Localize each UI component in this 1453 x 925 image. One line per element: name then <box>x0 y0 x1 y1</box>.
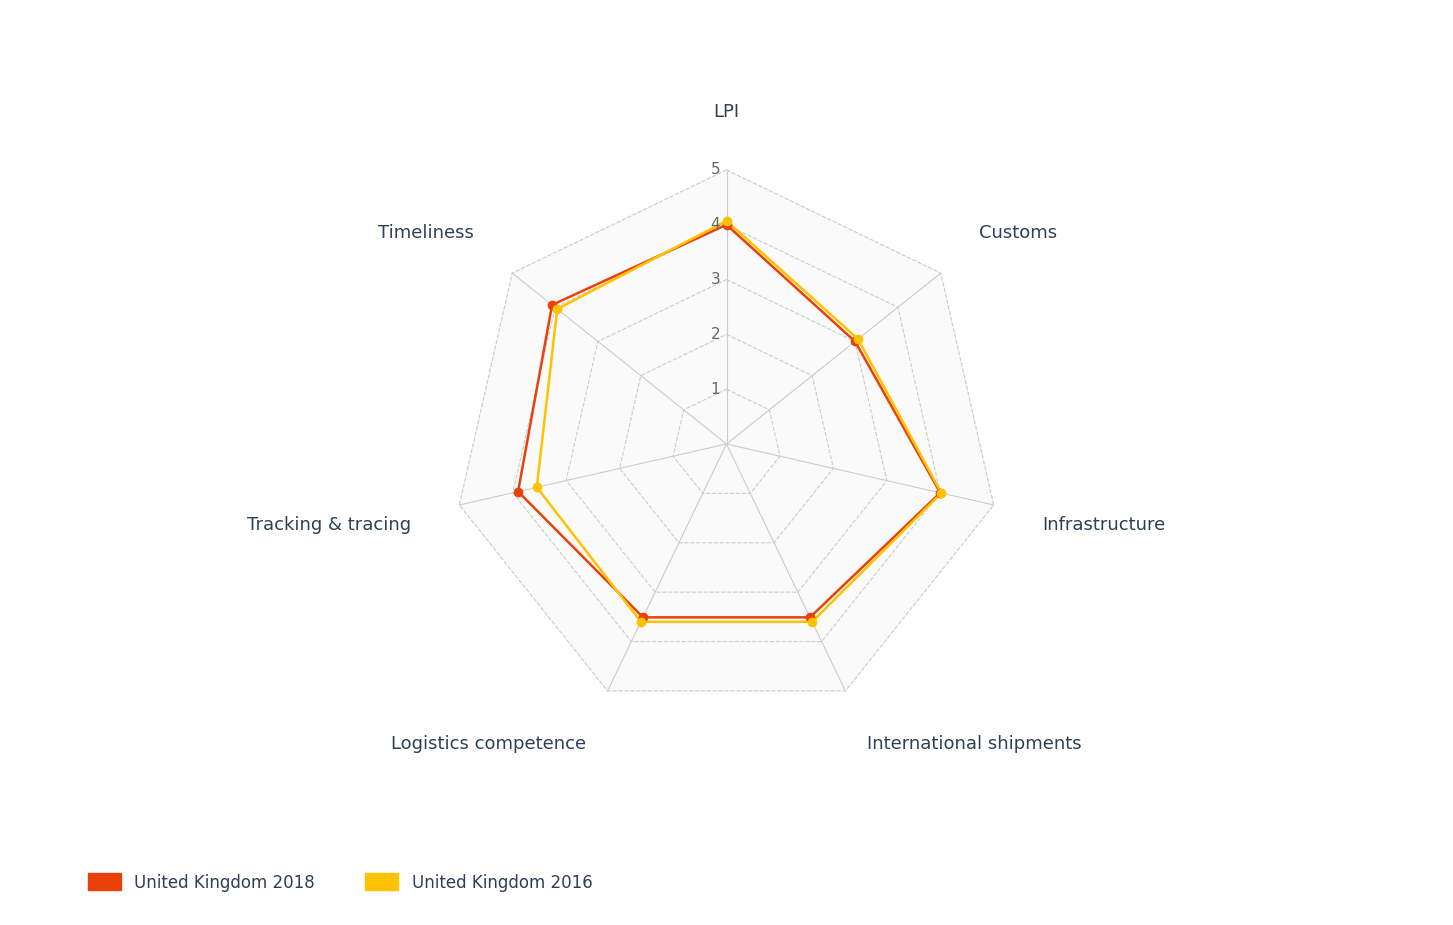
Text: 5: 5 <box>711 163 721 178</box>
Text: Timeliness: Timeliness <box>378 225 474 242</box>
Point <box>715 214 738 228</box>
Point <box>541 298 564 313</box>
Text: 3: 3 <box>711 272 721 287</box>
Text: Logistics competence: Logistics competence <box>391 735 586 753</box>
Point <box>801 614 824 629</box>
Text: 4: 4 <box>711 217 721 232</box>
Text: Infrastructure: Infrastructure <box>1042 516 1165 534</box>
Text: Customs: Customs <box>979 225 1058 242</box>
Point <box>847 332 870 347</box>
Text: 1: 1 <box>711 382 721 397</box>
Text: 2: 2 <box>711 327 721 342</box>
Legend: United Kingdom 2018, United Kingdom 2016: United Kingdom 2018, United Kingdom 2016 <box>81 867 599 898</box>
Point <box>629 614 652 629</box>
Polygon shape <box>459 170 994 691</box>
Point <box>930 486 953 500</box>
Point <box>507 484 530 499</box>
Point <box>798 610 821 624</box>
Point <box>545 302 568 316</box>
Point <box>715 217 738 232</box>
Text: International shipments: International shipments <box>867 735 1081 753</box>
Text: Tracking & tracing: Tracking & tracing <box>247 516 411 534</box>
Point <box>632 610 655 624</box>
Text: LPI: LPI <box>713 103 740 120</box>
Point <box>928 486 952 500</box>
Point <box>525 480 548 495</box>
Point <box>843 334 866 349</box>
